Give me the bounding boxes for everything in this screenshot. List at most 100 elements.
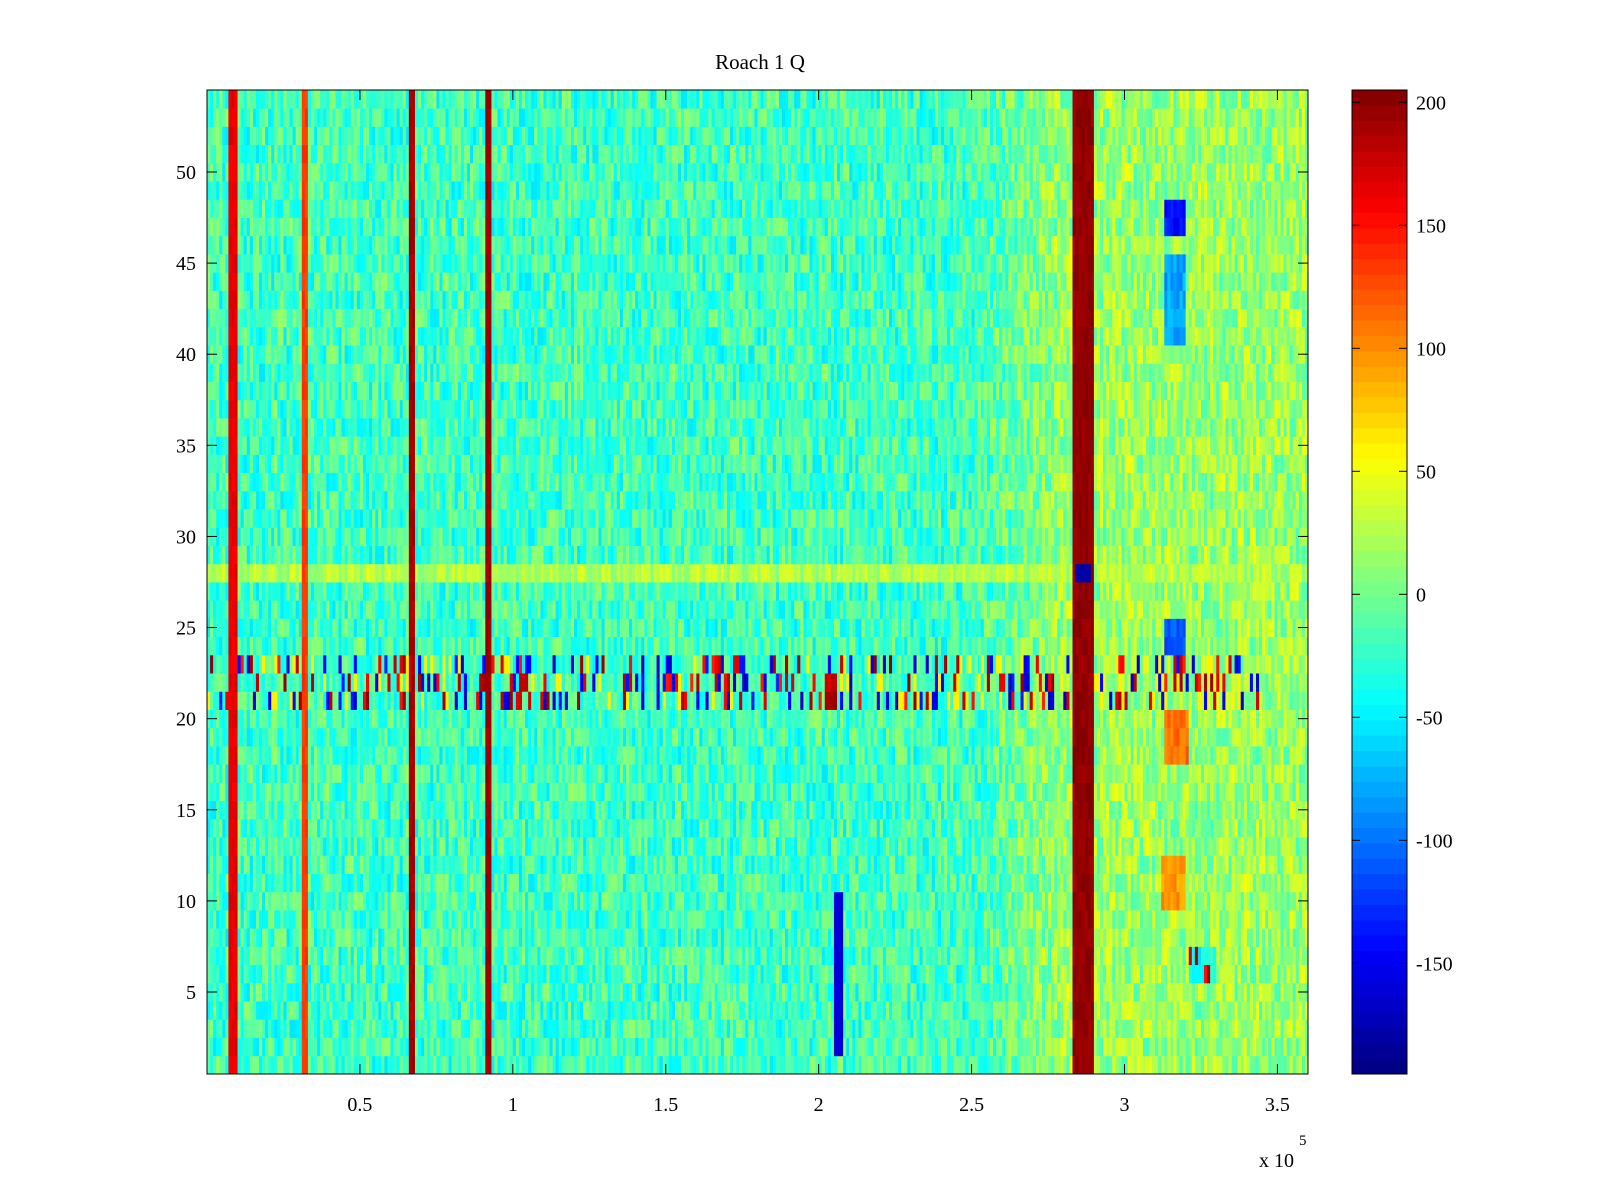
heatmap-cell bbox=[1084, 982, 1089, 1002]
heatmap-cell bbox=[518, 1037, 523, 1057]
heatmap-cell bbox=[1084, 946, 1089, 966]
heatmap-cell bbox=[387, 946, 391, 966]
heatmap-cell bbox=[717, 1037, 722, 1057]
heatmap-cell bbox=[1259, 982, 1263, 1002]
heatmap-cell bbox=[396, 1037, 401, 1057]
heatmap-cell bbox=[362, 946, 367, 966]
heatmap-cell bbox=[586, 1037, 590, 1057]
heatmap-cell bbox=[207, 1019, 211, 1038]
heatmap-cell bbox=[411, 1055, 416, 1075]
heatmap-cell bbox=[1103, 891, 1107, 911]
heatmap-cell bbox=[298, 928, 303, 947]
heatmap-cell bbox=[898, 946, 902, 966]
heatmap-cell bbox=[546, 946, 550, 966]
heatmap-cell bbox=[558, 910, 563, 929]
heatmap-cell bbox=[699, 946, 703, 966]
heatmap-cell bbox=[240, 891, 245, 911]
heatmap-cell bbox=[314, 837, 318, 856]
heatmap-cell bbox=[479, 1019, 483, 1038]
heatmap-cell bbox=[219, 964, 223, 984]
heatmap-cell bbox=[580, 910, 584, 929]
heatmap-cell bbox=[748, 946, 752, 966]
heatmap-cell bbox=[289, 910, 294, 929]
heatmap-cell bbox=[555, 873, 560, 893]
heatmap-cell bbox=[1289, 1037, 1294, 1057]
heatmap-cell bbox=[246, 1019, 251, 1038]
heatmap-cell bbox=[1048, 818, 1052, 838]
heatmap-cell bbox=[246, 1037, 251, 1057]
heatmap-cell bbox=[748, 855, 752, 874]
heatmap-cell bbox=[485, 964, 489, 984]
heatmap-cell bbox=[843, 982, 847, 1002]
heatmap-cell bbox=[1023, 964, 1028, 984]
heatmap-cell bbox=[1158, 855, 1162, 874]
heatmap-cell bbox=[803, 891, 807, 911]
heatmap-cell bbox=[941, 982, 945, 1002]
heatmap-cell bbox=[858, 855, 862, 874]
heatmap-cell bbox=[289, 1019, 294, 1038]
heatmap-cell bbox=[460, 910, 465, 929]
heatmap-cell bbox=[1256, 928, 1260, 947]
heatmap-cell bbox=[775, 1019, 780, 1038]
heatmap-cell bbox=[356, 1001, 361, 1020]
heatmap-cell bbox=[219, 1055, 223, 1075]
heatmap-cell bbox=[1075, 910, 1080, 929]
heatmap-cell bbox=[965, 964, 969, 984]
heatmap-cell bbox=[329, 1037, 333, 1057]
heatmap-cell bbox=[310, 891, 315, 911]
heatmap-cell bbox=[674, 946, 679, 966]
heatmap-cell bbox=[283, 928, 287, 947]
heatmap-cell bbox=[983, 1019, 988, 1038]
heatmap-cell bbox=[457, 1037, 462, 1057]
heatmap-cell bbox=[411, 910, 416, 929]
heatmap-cell bbox=[1298, 1037, 1303, 1057]
heatmap-cell bbox=[1127, 855, 1132, 874]
heatmap-cell bbox=[570, 946, 575, 966]
heatmap-cell bbox=[234, 873, 238, 893]
heatmap-cell bbox=[359, 873, 364, 893]
heatmap-cell bbox=[873, 1019, 878, 1038]
heatmap-cell bbox=[962, 1001, 966, 1020]
heatmap-cell bbox=[937, 1019, 942, 1038]
heatmap-cell bbox=[965, 1037, 969, 1057]
heatmap-cell bbox=[907, 928, 911, 947]
heatmap-cell bbox=[705, 1037, 709, 1057]
heatmap-cell bbox=[760, 873, 765, 893]
heatmap-cell bbox=[439, 818, 443, 838]
heatmap-cell bbox=[852, 928, 856, 947]
heatmap-cell bbox=[947, 1019, 951, 1038]
heatmap-cell bbox=[1084, 873, 1089, 893]
heatmap-cell bbox=[1194, 946, 1199, 966]
heatmap-cell bbox=[662, 982, 667, 1002]
heatmap-cell bbox=[873, 873, 878, 893]
heatmap-cell bbox=[989, 910, 994, 929]
heatmap-cell bbox=[919, 837, 924, 856]
heatmap-cell bbox=[824, 982, 829, 1002]
heatmap-cell bbox=[788, 1037, 792, 1057]
heatmap-cell bbox=[277, 1037, 281, 1057]
heatmap-cell bbox=[892, 946, 896, 966]
heatmap-cell bbox=[310, 1019, 315, 1038]
heatmap-cell bbox=[714, 928, 719, 947]
heatmap-cell bbox=[751, 818, 755, 838]
heatmap-cell bbox=[1118, 873, 1122, 893]
heatmap-cell bbox=[693, 1001, 697, 1020]
heatmap-cell bbox=[726, 837, 731, 856]
heatmap-cell bbox=[494, 873, 498, 893]
heatmap-cell bbox=[751, 964, 755, 984]
heatmap-cell bbox=[497, 873, 501, 893]
heatmap-cell bbox=[583, 891, 587, 911]
heatmap-cell bbox=[1142, 928, 1147, 947]
heatmap-cell bbox=[858, 891, 862, 911]
heatmap-cell bbox=[1191, 946, 1196, 966]
heatmap-cell bbox=[1213, 928, 1217, 947]
heatmap-cell bbox=[512, 818, 517, 838]
heatmap-cell bbox=[742, 910, 746, 929]
heatmap-cell bbox=[1087, 818, 1092, 838]
heatmap-cell bbox=[531, 946, 535, 966]
heatmap-cell bbox=[341, 1055, 346, 1075]
heatmap-cell bbox=[889, 1037, 893, 1057]
heatmap-cell bbox=[962, 873, 966, 893]
heatmap-cell bbox=[818, 855, 823, 874]
heatmap-cell bbox=[754, 910, 758, 929]
